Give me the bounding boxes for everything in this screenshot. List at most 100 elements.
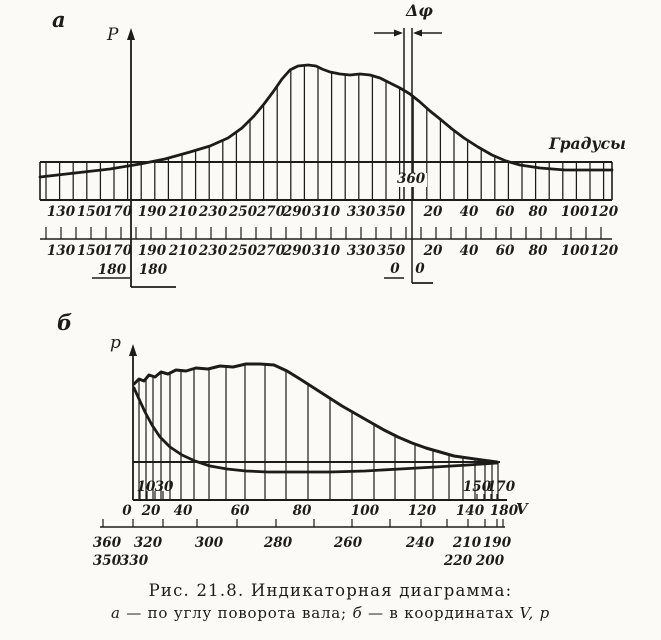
return-tick-label: 350 (93, 553, 122, 569)
v-axis-tick-label: 80 (293, 503, 312, 519)
v-axis-tick-label: 140 (456, 503, 485, 519)
degree-tick-label: 250 (228, 204, 258, 220)
degree-tick-label: 190 (138, 204, 167, 220)
v-axis-tick-label: 170 (487, 479, 516, 495)
degree-tick-label: 310 (312, 243, 341, 259)
marker-0-outside: 0 (390, 261, 400, 277)
panel-a-label: а (52, 7, 66, 32)
degree-tick-label: 330 (347, 204, 376, 220)
degree-tick-label: 130 (47, 243, 76, 259)
degree-tick-label: 100 (561, 243, 590, 259)
degree-tick-label: 100 (561, 204, 590, 220)
degree-tick-label: 150 (77, 243, 106, 259)
chart-a-y-axis-label: P (107, 25, 119, 45)
degree-tick-label: 330 (347, 243, 376, 259)
degree-tick-label: 270 (256, 243, 286, 259)
v-axis-tick-label: 120 (408, 503, 437, 519)
tdc-360-label: 360 (395, 171, 428, 187)
return-scale-row1: 360 320 300 280 260 240 210 190 (93, 535, 512, 551)
expansion-curve (132, 362, 499, 464)
degree-tick-label: 130 (47, 204, 76, 220)
v-axis-tick-label: 20 (141, 503, 161, 519)
degree-tick-label: 230 (198, 204, 228, 220)
degree-tick-label: 290 (282, 204, 312, 220)
v-axis-tick-label: 150 (463, 479, 492, 495)
degree-tick-label: 80 (529, 243, 548, 259)
return-tick-label: 320 (134, 535, 163, 551)
v-axis-subticks-right (476, 494, 498, 500)
chart-a-x-axis-label: Градусы (549, 134, 626, 153)
marker-180-inside: 180 (139, 262, 168, 278)
figure-caption-title: Рис. 21.8. Индикаторная диаграмма: (148, 581, 513, 600)
caption-italic-part: б (352, 604, 363, 622)
v-axis-tick-label: 0 (122, 503, 132, 519)
degree-tick-label: 60 (496, 204, 515, 220)
degree-tick-label: 310 (312, 204, 341, 220)
marker-180-outside: 180 (98, 262, 127, 278)
degree-tick-label: 120 (590, 243, 619, 259)
v-axis-tick-label: 30 (155, 479, 174, 495)
return-ruler-ticks (102, 519, 504, 527)
degree-ruler-ticks-a (45, 227, 602, 239)
caption-text-part: — по углу поворота вала; (120, 604, 353, 622)
degree-tick-label: 20 (423, 204, 443, 220)
caption-italic-part: а (110, 604, 121, 622)
pressure-curve-a (38, 63, 614, 179)
return-tick-label: 280 (263, 535, 293, 551)
return-tick-label: 240 (405, 535, 435, 551)
degree-tick-label: 170 (104, 243, 133, 259)
caption-text-part: — в координатах (362, 604, 520, 622)
degree-tick-label: 190 (138, 243, 167, 259)
degree-tick-label: 230 (198, 243, 228, 259)
return-tick-label: 300 (195, 535, 224, 551)
v-axis-tick-label: 10 (137, 479, 156, 495)
delta-phi-arrow-left-head (394, 29, 403, 37)
delta-phi-arrow-right-head (413, 29, 422, 37)
v-axis-tick-label: 60 (231, 503, 250, 519)
degree-tick-label: 350 (377, 204, 406, 220)
degree-tick-label: 150 (77, 204, 106, 220)
marker-0-inside: 0 (415, 261, 425, 277)
chart-b-y-axis-label: p (110, 333, 121, 353)
chart-a-hatch-lines (45, 65, 605, 200)
return-tick-label: 210 (452, 535, 482, 551)
delta-phi-label: Δφ (406, 1, 433, 20)
chart-b-grid-lines (138, 365, 499, 500)
return-tick-label: 200 (475, 553, 505, 569)
v-axis-tick-label: 100 (351, 503, 380, 519)
degree-tick-label: 210 (168, 243, 198, 259)
figure-caption-subtitle: а — по углу поворота вала; б — в координ… (0, 604, 661, 622)
return-tick-label: 360 (93, 535, 122, 551)
panel-b-label: б (57, 310, 73, 335)
degree-tick-label: 210 (168, 204, 198, 220)
degree-tick-label: 170 (104, 204, 133, 220)
v-axis-tick-label: 180 (490, 503, 519, 519)
degree-tick-label: 40 (460, 204, 479, 220)
return-tick-label: 330 (120, 553, 149, 569)
degree-tick-label: 20 (423, 243, 443, 259)
chart-b-x-axis-label: V (516, 500, 528, 518)
degree-tick-label: 250 (228, 243, 258, 259)
p-axis-arrowhead-b (129, 344, 137, 356)
degree-tick-label: 270 (256, 204, 286, 220)
compression-curve (132, 386, 499, 474)
degree-tick-label: 350 (377, 243, 406, 259)
return-tick-label: 220 (443, 553, 473, 569)
degree-tick-label: 60 (496, 243, 515, 259)
v-axis-tick-label: 40 (174, 503, 193, 519)
degree-tick-label: 120 (590, 204, 619, 220)
caption-italic-part: V, p (519, 604, 551, 622)
v-axis-degree-labels: 0 20 40 60 80 100 120 140 180 (122, 503, 518, 519)
degree-tick-label: 290 (282, 243, 312, 259)
degree-tick-label: 80 (529, 204, 548, 220)
return-tick-label: 260 (333, 535, 363, 551)
degree-tick-label: 40 (460, 243, 479, 259)
